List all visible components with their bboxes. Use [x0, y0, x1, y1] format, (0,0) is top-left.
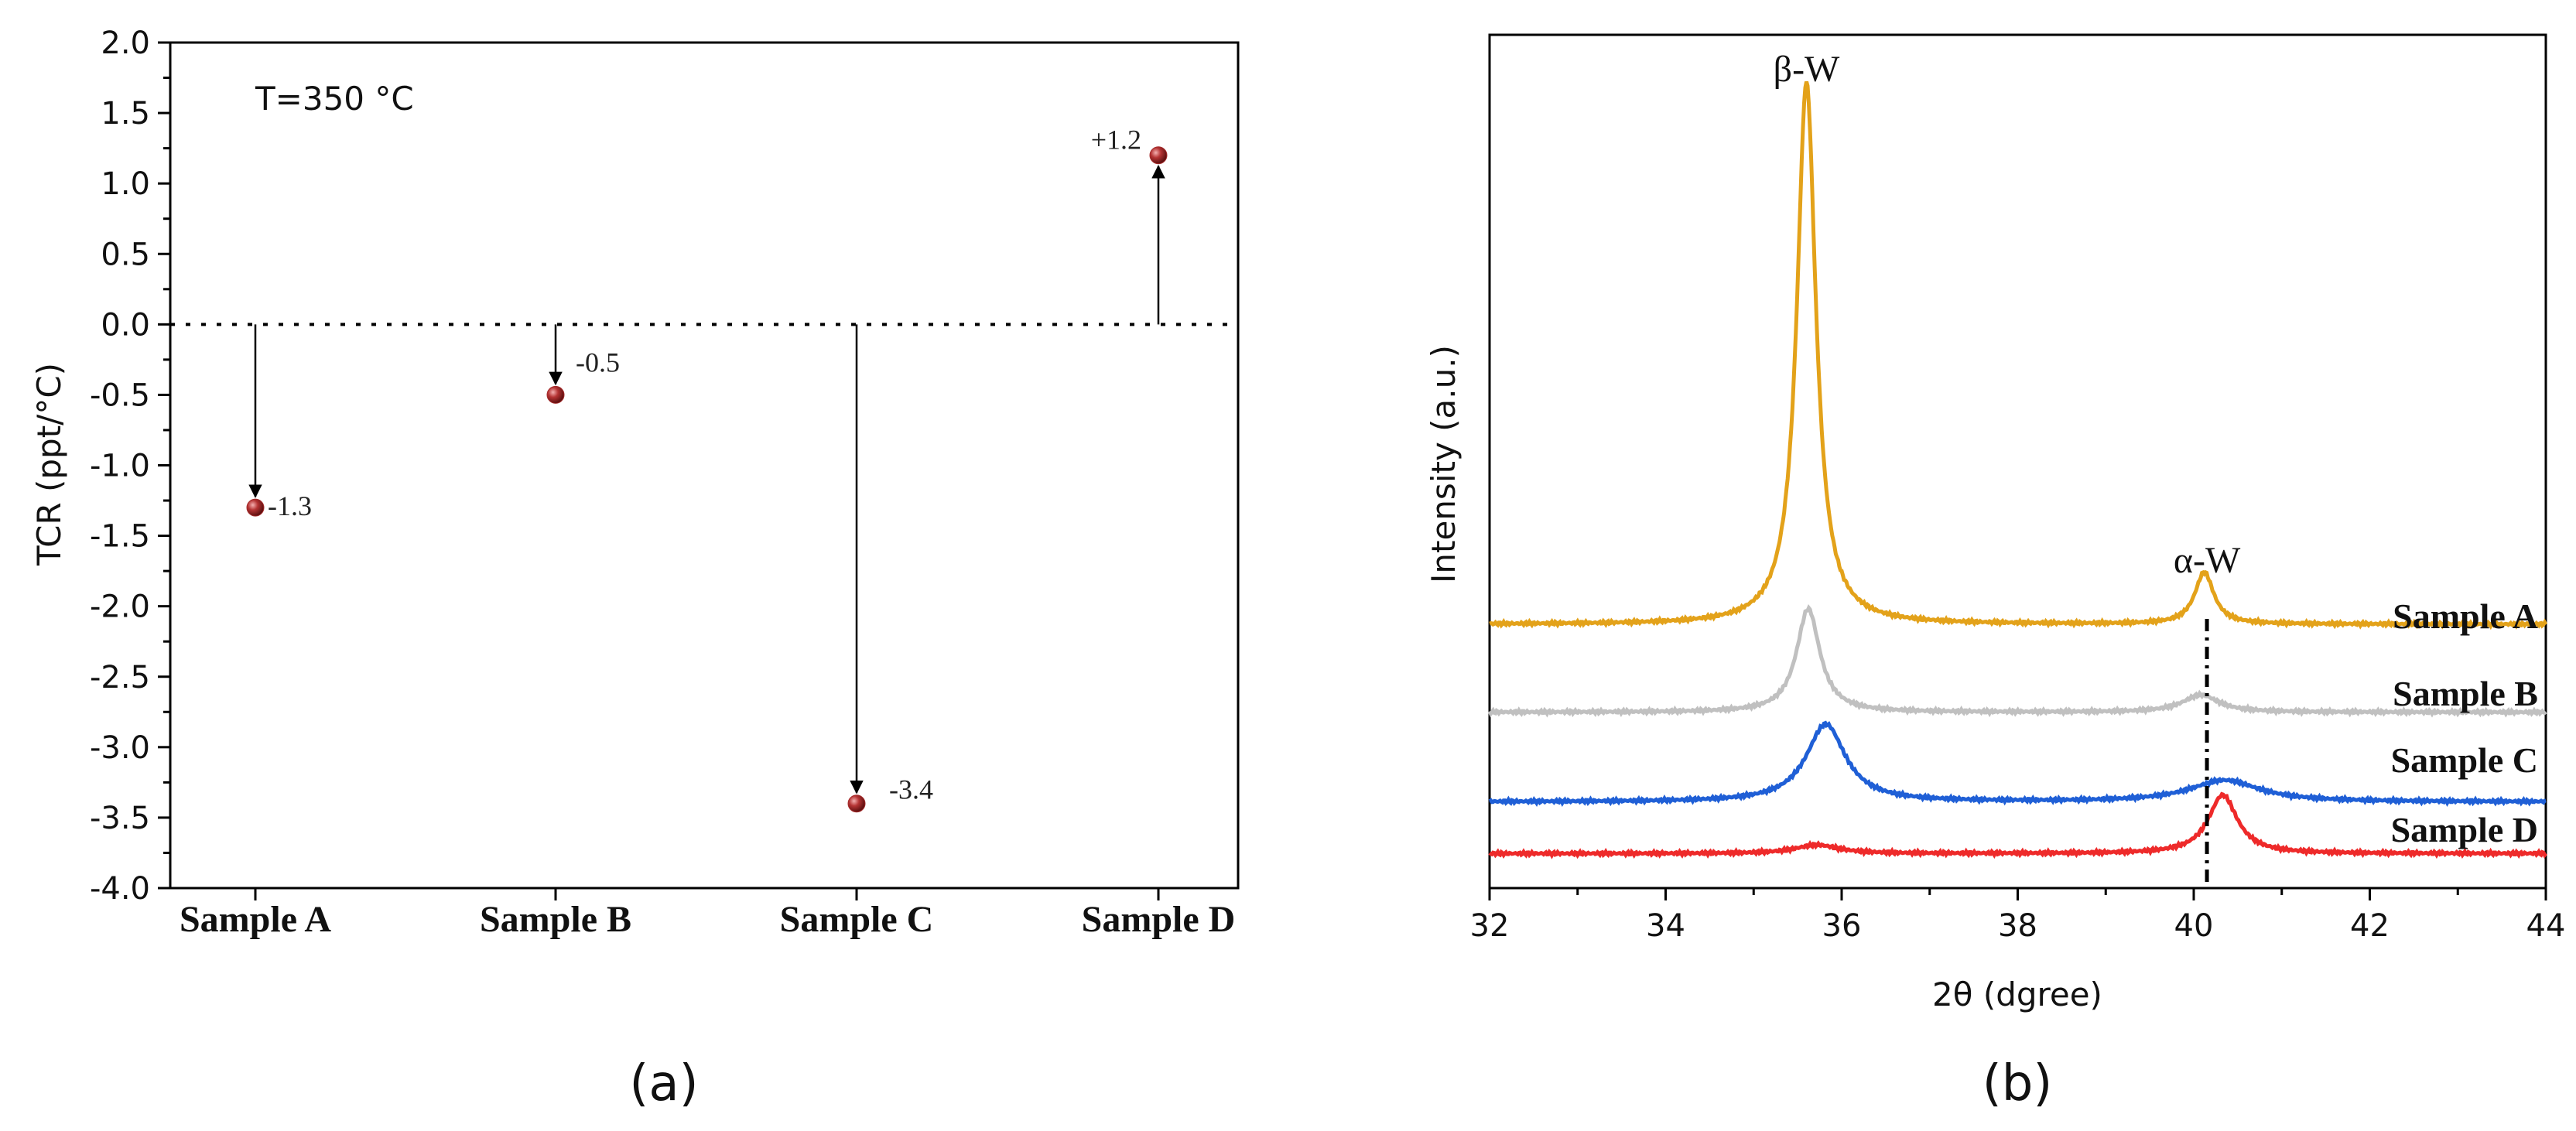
panel-a-category-label: Sample B	[480, 899, 631, 940]
panel-a-y-tick-label: -3.0	[90, 730, 150, 766]
panel-b-x-axis-title: 2θ (dgree)	[1932, 976, 2102, 1013]
panel-a-y-tick-label: -1.0	[90, 449, 150, 484]
panel-a-y-axis: -4.0 -3.5 -3.0 -2.5 -2.0 -1.5 -1.0 -0.5 0.0 0.5 1.…	[90, 26, 170, 907]
panel-b-x-tick-label: 34	[1646, 908, 1685, 944]
panel-a-tcr-chart: -4.0 -3.5 -3.0 -2.5 -2.0 -1.5 -1.0 -0.5 0.0 0.5 1.…	[30, 26, 1240, 1112]
panel-a-y-tick-label: 0.0	[101, 307, 150, 343]
panel-b-x-tick-label: 32	[1470, 908, 1510, 944]
panel-b-sample-labels: Sample A Sample B Sample C Sample D	[2391, 596, 2538, 849]
panel-a-value-label: -1.3	[268, 490, 312, 521]
panel-b-plot-frame	[1488, 33, 2547, 890]
panel-b-x-tick-label: 38	[1998, 908, 2037, 944]
panel-b-x-tick-label: 40	[2174, 908, 2214, 944]
panel-b-label: (b)	[1982, 1055, 2053, 1112]
panel-a-y-tick-label: -0.5	[90, 378, 150, 413]
panel-b-sample-label: Sample D	[2391, 810, 2538, 849]
panel-a-plot-frame	[169, 41, 1240, 890]
panel-b-series-curve	[1487, 603, 2547, 718]
panel-b-x-tick-label: 36	[1822, 908, 1862, 944]
panel-a-y-tick-label: -2.5	[90, 660, 150, 695]
panel-a-category-label: Sample C	[780, 899, 934, 940]
panel-b-series-curve	[1489, 80, 2548, 630]
panel-b-y-axis-title: Intensity (a.u.)	[1425, 345, 1462, 583]
panel-b-sample-label: Sample B	[2393, 674, 2538, 713]
panel-a-y-tick-label: -3.5	[90, 801, 150, 836]
panel-b-peak-label: α-W	[2174, 540, 2241, 581]
panel-a-data-point	[546, 385, 565, 404]
panel-b-peak-label: β-W	[1774, 49, 1840, 90]
panel-b-curves	[1487, 80, 2548, 859]
panel-a-data-point	[1149, 146, 1168, 165]
panel-b-series-curve	[1488, 720, 2547, 808]
panel-a-points: -1.3 -0.5 -3.4 +1.2	[246, 125, 1168, 813]
panel-a-data-point	[847, 794, 866, 813]
panel-b-peak-labels: β-W α-W	[1774, 49, 2241, 581]
panel-b-series-curve	[1488, 791, 2547, 859]
panel-a-x-axis: Sample A Sample B Sample C Sample D	[180, 888, 1235, 940]
panel-a-y-tick-label: -2.0	[90, 589, 150, 625]
panel-a-y-axis-title: TCR (ppt/°C)	[30, 363, 68, 566]
panel-a-y-tick-label: 0.5	[101, 237, 150, 272]
panel-b-x-tick-label: 44	[2526, 908, 2566, 944]
panel-b-x-axis: 32 34 36 38 40 42 44	[1470, 888, 2566, 944]
panel-a-category-label: Sample A	[180, 899, 331, 940]
panel-b-sample-label: Sample A	[2393, 596, 2538, 636]
panel-a-data-point	[246, 498, 265, 517]
panel-a-value-label: -3.4	[889, 774, 933, 805]
panel-a-value-label: +1.2	[1091, 125, 1141, 155]
panel-a-value-label: -0.5	[576, 347, 620, 378]
panel-a-y-tick-label: 1.0	[101, 166, 150, 202]
panel-a-category-label: Sample D	[1082, 899, 1236, 940]
panel-a-label: (a)	[629, 1055, 698, 1112]
panel-a-y-tick-label: 2.0	[101, 26, 150, 61]
panel-b-x-tick-label: 42	[2350, 908, 2390, 944]
panel-a-y-tick-label: 1.5	[101, 96, 150, 132]
panel-a-temperature-annotation: T=350 °C	[255, 80, 414, 118]
panel-b-sample-label: Sample C	[2391, 740, 2538, 780]
panel-a-stems	[248, 164, 1165, 794]
panel-a-y-tick-label: -1.5	[90, 519, 150, 555]
panel-a-y-tick-label: -4.0	[90, 871, 150, 907]
